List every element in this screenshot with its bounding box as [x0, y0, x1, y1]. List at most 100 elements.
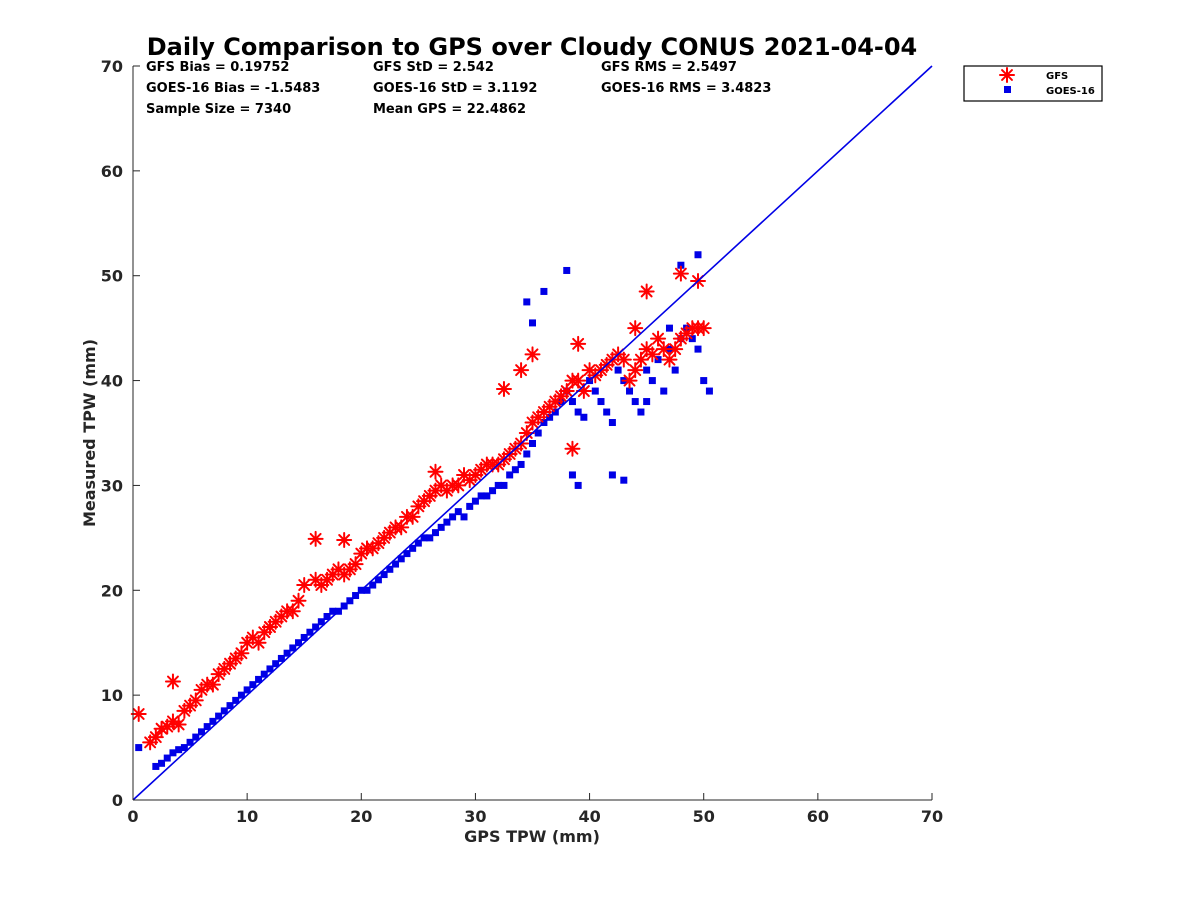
goes16-point — [329, 607, 337, 615]
x-tick-label: 70 — [921, 807, 943, 826]
goes16-point — [152, 762, 160, 770]
goes16-point — [289, 644, 297, 652]
goes16-point — [608, 419, 616, 427]
reference-line-layer — [132, 65, 933, 801]
goes16-point — [477, 492, 485, 500]
goes16-point — [540, 287, 548, 295]
goes16-point — [220, 707, 228, 715]
x-axis-ticks: 0 10 20 30 40 50 60 70 — [127, 793, 943, 826]
legend-gfs-asterisk-mark — [999, 67, 1015, 83]
stat-goes-std: GOES-16 StD = 3.1192 — [373, 81, 537, 96]
y-tick-label: 20 — [101, 581, 123, 600]
goes16-point — [523, 298, 531, 306]
goes16-point — [694, 251, 702, 259]
goes16-point — [266, 665, 274, 673]
goes16-point — [591, 387, 599, 395]
stats-panel: GFS Bias = 0.19752 GFS StD = 2.542 GFS R… — [146, 60, 771, 117]
y-tick-label: 60 — [101, 162, 123, 181]
goes16-point — [437, 523, 445, 531]
legend-box — [963, 65, 1103, 102]
goes16-point — [386, 565, 394, 573]
goes16-point — [175, 746, 183, 754]
goes16-point — [574, 408, 582, 416]
gfs-point — [336, 531, 353, 548]
y-tick-label: 30 — [101, 476, 123, 495]
goes16-point — [597, 398, 605, 406]
gfs-point — [170, 716, 187, 733]
goes16-point — [506, 471, 514, 479]
goes16-point — [403, 550, 411, 558]
goes16-point — [374, 576, 382, 584]
goes16-point — [620, 476, 628, 484]
stat-mean-gps: Mean GPS = 22.4862 — [373, 102, 526, 117]
gfs-point — [570, 372, 587, 389]
legend-label-gfs: GFS — [1046, 71, 1068, 82]
goes16-point — [671, 366, 679, 374]
gfs-point — [284, 603, 301, 620]
gfs-point — [393, 519, 410, 536]
goes16-point — [392, 560, 400, 568]
gfs-point — [130, 706, 147, 723]
y-tick-label: 0 — [112, 791, 123, 810]
goes16-point — [574, 481, 582, 489]
goes16-point — [295, 639, 303, 647]
gfs-point — [638, 283, 655, 300]
gfs-point — [650, 330, 667, 347]
goes16-point — [483, 492, 491, 500]
goes16-point — [705, 387, 713, 395]
goes16-point — [529, 439, 536, 447]
goes16-point — [260, 670, 268, 678]
goes16-point — [243, 686, 251, 694]
goes16-point — [283, 649, 291, 657]
goes16-point — [694, 345, 702, 353]
goes16-point — [135, 744, 143, 752]
goes16-point — [648, 377, 656, 385]
x-tick-label: 50 — [693, 807, 715, 826]
goes16-point — [397, 555, 405, 563]
goes16-point — [180, 744, 188, 752]
goes16-point — [466, 502, 474, 510]
goes16-point — [511, 466, 519, 474]
gfs-point — [307, 530, 324, 547]
goes16-point — [665, 324, 673, 332]
goes16-point — [323, 613, 331, 620]
x-tick-label: 10 — [236, 807, 258, 826]
goes16-point — [272, 660, 280, 668]
goes16-point — [614, 366, 622, 374]
stat-gfs-bias: GFS Bias = 0.19752 — [146, 60, 289, 75]
gfs-point — [404, 508, 421, 525]
gfs-point — [644, 346, 661, 363]
goes16-point — [626, 387, 634, 395]
x-tick-label: 0 — [127, 807, 138, 826]
gfs-point — [667, 341, 684, 358]
gfs-point — [296, 577, 313, 594]
goes16-point — [209, 717, 217, 725]
goes16-point — [529, 319, 536, 327]
gfs-point — [627, 362, 644, 379]
y-tick-label: 50 — [101, 267, 123, 286]
y-tick-label: 10 — [101, 686, 123, 705]
goes16-point — [169, 749, 177, 757]
goes16-point — [363, 586, 371, 594]
goes16-point — [203, 723, 211, 731]
y-axis-label: Measured TPW (mm) — [80, 339, 99, 527]
goes16-point — [449, 513, 457, 521]
legend-label-goes: GOES-16 — [1046, 86, 1095, 97]
y-tick-label: 40 — [101, 372, 123, 391]
gfs-point — [564, 440, 581, 457]
goes16-point — [226, 702, 234, 710]
gfs-point — [147, 729, 164, 746]
gfs-point — [233, 645, 250, 662]
stat-gfs-std: GFS StD = 2.542 — [373, 60, 494, 75]
goes16-point — [163, 754, 171, 762]
goes16-point — [420, 534, 428, 542]
y-tick-label: 70 — [101, 57, 123, 76]
stat-sample-size: Sample Size = 7340 — [146, 102, 291, 117]
goes16-point — [312, 623, 320, 631]
goes16-point — [380, 571, 388, 579]
goes16-point — [409, 544, 417, 552]
goes16-point — [158, 759, 166, 767]
x-tick-label: 60 — [807, 807, 829, 826]
gfs-point — [524, 346, 541, 363]
